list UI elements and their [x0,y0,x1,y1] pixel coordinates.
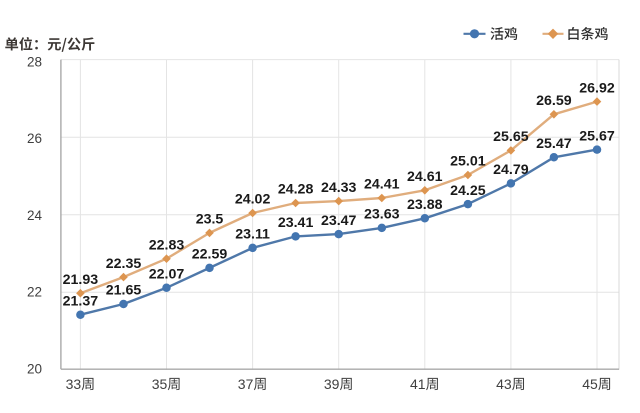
svg-text:33: 33 [66,376,82,392]
svg-text:24.28: 24.28 [278,182,314,198]
svg-text:24.25: 24.25 [450,183,486,199]
svg-text:22.07: 22.07 [149,267,185,283]
svg-text:23.47: 23.47 [321,213,357,229]
svg-text:23.63: 23.63 [364,207,400,223]
svg-text:24.41: 24.41 [364,177,400,193]
svg-text:26.92: 26.92 [579,80,615,96]
svg-text:26: 26 [27,131,42,146]
svg-text:25.47: 25.47 [536,136,572,152]
svg-text:23.41: 23.41 [278,215,314,231]
svg-text:25.01: 25.01 [450,154,486,170]
svg-text:24.33: 24.33 [321,180,357,196]
svg-text:24: 24 [27,208,43,223]
svg-text:20: 20 [27,361,42,376]
svg-text:24.61: 24.61 [407,169,443,185]
svg-text:24.79: 24.79 [493,162,529,178]
svg-text:25.65: 25.65 [493,129,529,145]
svg-text:26.59: 26.59 [536,93,572,109]
svg-text:37: 37 [238,376,254,392]
svg-text:22.59: 22.59 [192,247,228,263]
svg-text:28: 28 [27,54,42,69]
svg-text:23.88: 23.88 [407,197,443,213]
svg-text:21.65: 21.65 [106,283,142,299]
svg-text:41: 41 [410,376,426,392]
svg-text:39: 39 [324,376,340,392]
svg-text:23.11: 23.11 [235,227,270,243]
svg-text:23.5: 23.5 [196,212,224,228]
svg-text:35: 35 [152,376,168,392]
svg-text:45: 45 [582,376,598,392]
svg-text:25.67: 25.67 [579,128,615,144]
svg-text:22.83: 22.83 [149,237,185,253]
svg-text:24.02: 24.02 [235,192,271,208]
svg-text:22: 22 [27,285,42,300]
svg-text:21.37: 21.37 [63,293,99,309]
svg-text:43: 43 [496,376,512,392]
svg-text:22.35: 22.35 [106,256,142,272]
svg-text:21.93: 21.93 [63,272,99,288]
